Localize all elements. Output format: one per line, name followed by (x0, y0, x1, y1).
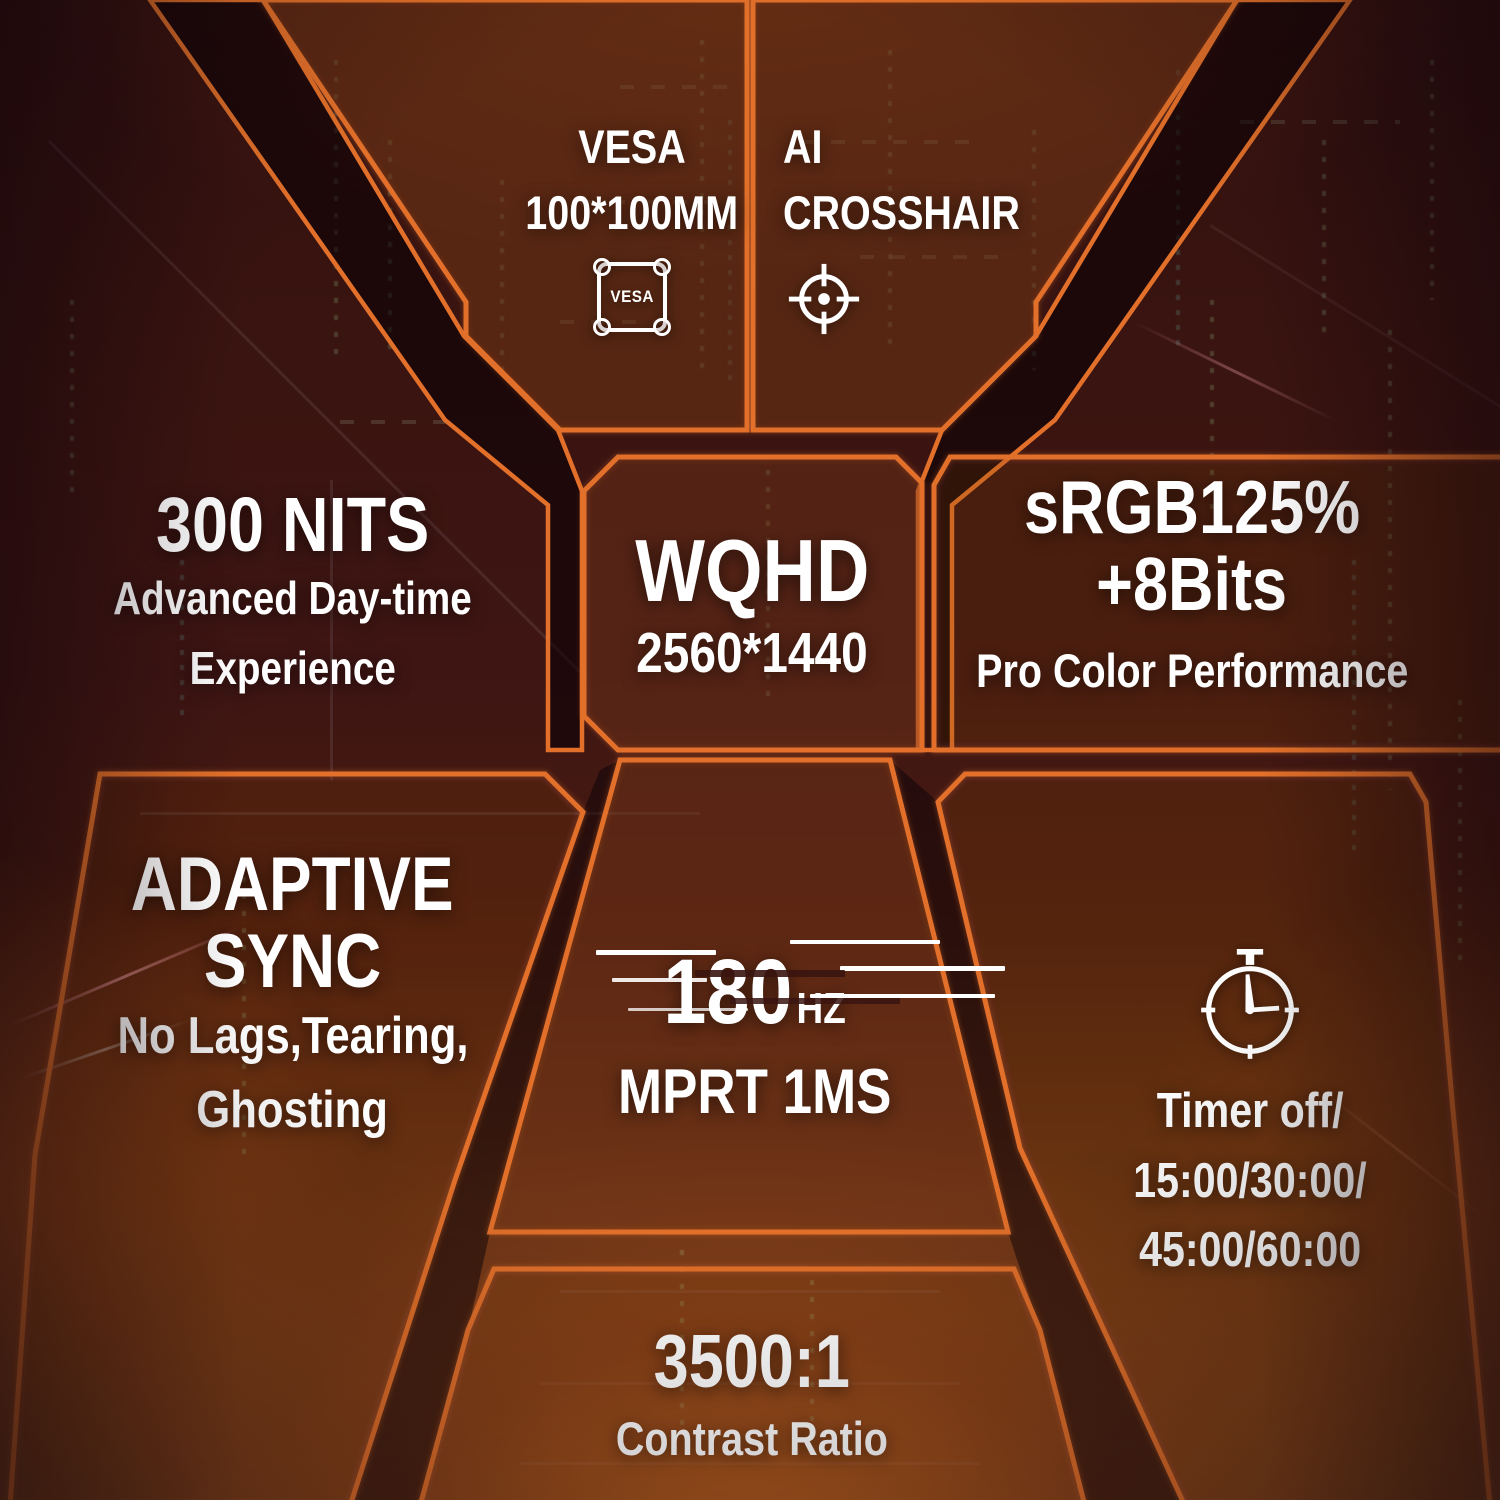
ai-title-line2: CROSSHAIR (783, 186, 1020, 239)
adaptive-line1: ADAPTIVE (131, 842, 454, 927)
contrast-subtitle: Contrast Ratio (615, 1412, 888, 1465)
dark-band-lower-right (890, 760, 1183, 1500)
neon-row (1240, 120, 1400, 124)
panel-timer (935, 771, 1492, 1500)
resolution-title: WQHD (634, 521, 870, 620)
brightness-title: 300 NITS (155, 482, 430, 568)
section-contrast: 3500:1 Contrast Ratio (548, 1324, 956, 1466)
stopwatch-icon (1201, 948, 1299, 1059)
scene-line (330, 480, 333, 780)
speed-line (628, 1008, 749, 1011)
vesa-icon-label: VESA (610, 287, 654, 306)
contrast-title: 3500:1 (653, 1319, 851, 1403)
speed-line (790, 940, 941, 944)
adaptive-sub2: Ghosting (196, 1080, 389, 1139)
glitch-cut (730, 998, 901, 1004)
section-ai-crosshair: AI CROSSHAIR (783, 114, 1093, 343)
panel-refresh-rate (486, 757, 1012, 1235)
neon-column (1322, 140, 1326, 340)
dark-band-lower-left (351, 760, 620, 1500)
neon-column (1458, 700, 1462, 960)
vesa-mount-icon: VESA (593, 258, 671, 336)
resolution-subtitle: 2560*1440 (636, 621, 868, 685)
gamut-line1: sRGB125% (1023, 465, 1361, 549)
panel-adaptive-sync (7, 771, 586, 1500)
section-vesa-mount: VESA 100*100MM VESA (482, 114, 782, 336)
neon-row (340, 420, 460, 424)
speed-line (596, 950, 717, 955)
neon-column (1430, 60, 1434, 300)
panel-vesa (259, 0, 750, 433)
brightness-sub2: Experience (189, 641, 396, 694)
ai-title-line1: AI (783, 120, 823, 173)
vesa-title-line1: VESA (578, 120, 686, 173)
panel-contrast (419, 1266, 1087, 1500)
refresh-rate-unit: HZ (796, 984, 847, 1033)
gamut-subtitle: Pro Color Performance (975, 644, 1409, 697)
section-refresh-rate: 180HZ MPRT 1MS (553, 940, 1006, 1127)
adaptive-sub1: No Lags,Tearing, (116, 1007, 469, 1065)
neon-column (180, 560, 184, 720)
section-brightness: 300 NITS Advanced Day-time Experience (50, 487, 535, 704)
panel-resolution (581, 454, 925, 753)
timer-line2: 15:00/30:00/ (1133, 1153, 1367, 1208)
neon-column (1210, 300, 1214, 520)
speed-line (840, 966, 1006, 971)
timer-line1: Timer off/ (1156, 1084, 1344, 1138)
crosshair-icon (788, 263, 860, 335)
gamut-line2: +8Bits (1096, 542, 1288, 626)
brightness-sub1: Advanced Day-time (113, 572, 472, 624)
section-adaptive-sync: ADAPTIVE SYNC No Lags,Tearing, Ghosting (40, 846, 545, 1148)
glitch-cut (695, 970, 846, 977)
refresh-rate-glitch-text: 180HZ (596, 940, 1006, 1045)
timer-line3: 45:00/60:00 (1139, 1223, 1361, 1278)
section-color-gamut: sRGB125% +8Bits Pro Color Performance (930, 469, 1454, 698)
section-resolution: WQHD 2560*1440 (594, 527, 910, 682)
panel-ai-crosshair (750, 0, 1241, 433)
section-timer: Timer off/ 15:00/30:00/ 45:00/60:00 (1053, 948, 1447, 1286)
mprt-subtitle: MPRT 1MS (618, 1057, 892, 1127)
speed-line (810, 994, 996, 998)
neon-column (70, 300, 74, 500)
refresh-rate-value: 180 (663, 941, 793, 1043)
adaptive-line2: SYNC (203, 919, 382, 1004)
panel-color-gamut (931, 454, 1500, 753)
speed-line (612, 978, 708, 982)
vesa-title-line2: 100*100MM (525, 186, 739, 239)
